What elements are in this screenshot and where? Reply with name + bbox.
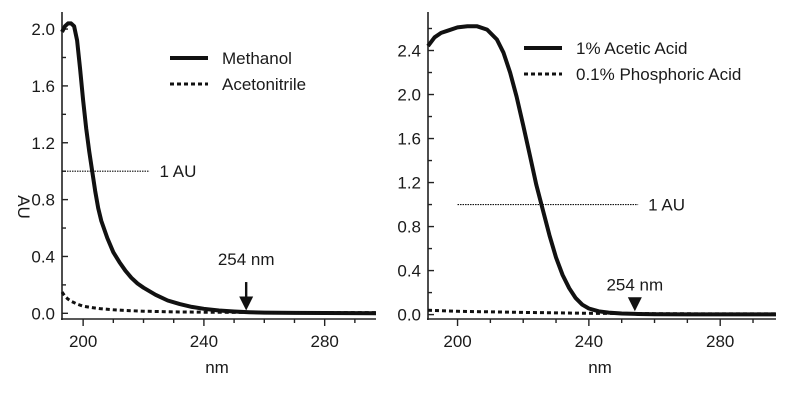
y-tick-label: 0.8 [397,218,421,237]
reference-label: 1 AU [648,196,685,215]
chart-right: 0.0 0.4 0.8 1.2 1.6 2.0 2.4 200 240 280 nm 1 AU 254 … [397,12,776,377]
legend-label: Methanol [222,49,292,68]
x-tick-label: 280 [310,332,338,351]
y-axis-label: AU [14,195,33,219]
y-tick-label: 0.8 [31,191,55,210]
arrow-254-head [627,297,642,312]
y-tick-label: 1.6 [397,130,421,149]
legend-label: 1% Acetic Acid [576,39,688,58]
arrow-label: 254 nm [606,275,663,294]
series-line-dashed [60,291,376,315]
series-line-solid [426,24,776,317]
legend-label: 0.1% Phosphoric Acid [576,65,741,84]
y-tick-label: 1.6 [31,77,55,96]
y-tick-label: 1.2 [31,134,55,153]
y-tick-label: 0.4 [31,247,55,266]
x-tick-label: 280 [706,332,734,351]
y-tick-label: 0.0 [31,304,55,323]
chart-left: 0.0 0.4 0.8 1.2 1.6 2.0 200 240 280 nm AU 1 AU 254 n… [14,12,377,377]
y-tick-label: 0.0 [397,306,421,325]
arrow-label: 254 nm [218,250,275,269]
x-axis-label: nm [205,358,229,377]
y-tick-label: 2.0 [31,20,55,39]
y-tick-label: 2.4 [397,42,421,61]
x-axis-label: nm [588,358,612,377]
legend-label: Acetonitrile [222,75,306,94]
x-tick-label: 200 [69,332,97,351]
y-tick-label: 1.2 [397,174,421,193]
reference-label: 1 AU [160,162,197,181]
x-tick-label: 200 [443,332,471,351]
x-tick-label: 240 [575,332,603,351]
y-tick-label: 0.4 [397,262,421,281]
y-tick-label: 2.0 [397,86,421,105]
series-line-solid [60,21,377,316]
x-tick-label: 240 [190,332,218,351]
series-line-dashed [427,308,776,316]
arrow-254-head [239,296,254,311]
